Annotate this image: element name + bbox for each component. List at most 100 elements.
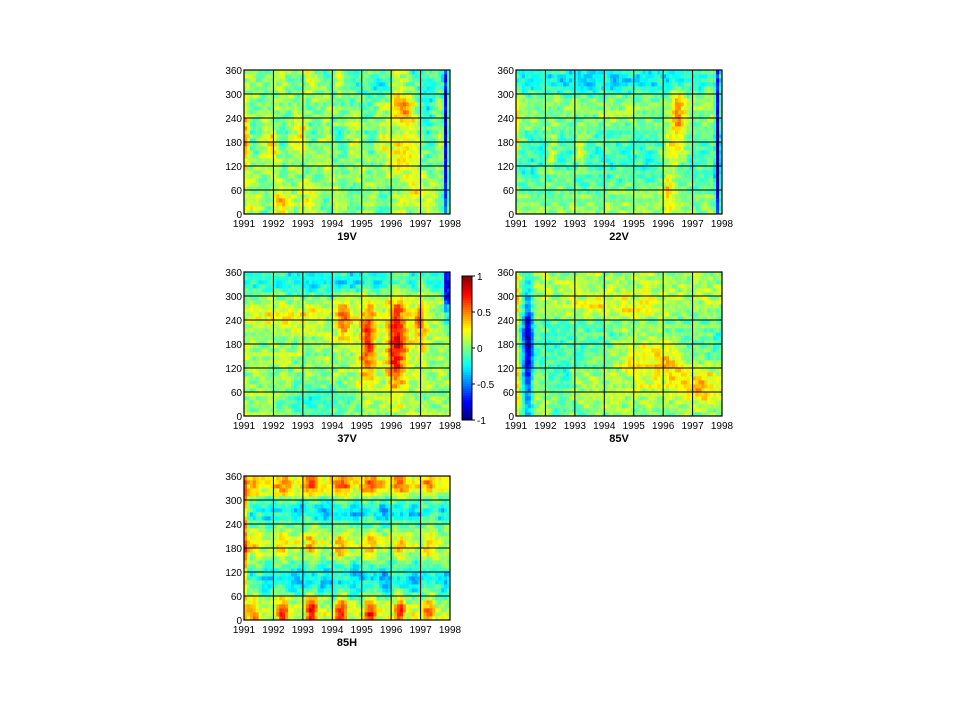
heatmap-cell [636, 170, 640, 175]
heatmap-cell [607, 146, 611, 151]
heatmap-cell [633, 166, 638, 171]
heatmap-cell [674, 210, 679, 215]
heatmap-cell [255, 126, 260, 131]
heatmap-cell [680, 74, 685, 79]
heatmap-cell [557, 178, 561, 183]
heatmap-cell [648, 126, 652, 131]
heatmap-cell [619, 94, 623, 99]
heatmap-cell [314, 82, 318, 87]
heatmap-cell [432, 102, 436, 107]
heatmap-cell [639, 174, 643, 179]
heatmap-cell [444, 102, 448, 107]
heatmap-cell [338, 202, 342, 207]
heatmap-cell [610, 162, 614, 167]
y-tick-label: 180 [225, 138, 242, 149]
heatmap-cell [545, 158, 549, 163]
heatmap-cell [391, 166, 395, 171]
heatmap-cell [373, 210, 377, 215]
heatmap-cell [524, 90, 529, 95]
heatmap-cell [379, 202, 383, 207]
heatmap-cell [524, 98, 529, 103]
heatmap-cell [686, 158, 691, 163]
heatmap-cell [441, 158, 445, 163]
heatmap-cell [323, 142, 327, 147]
heatmap-cell [598, 162, 602, 167]
heatmap-cell [639, 146, 643, 151]
heatmap-cell [566, 118, 570, 123]
heatmap-cell [261, 190, 265, 195]
heatmap-cell [270, 206, 274, 211]
heatmap-cell [589, 194, 593, 199]
heatmap-cell [619, 158, 623, 163]
heatmap-cell [533, 178, 537, 183]
heatmap-cell [518, 118, 523, 123]
heatmap-cell [420, 138, 424, 143]
heatmap-cell [379, 158, 383, 163]
heatmap-cell [379, 74, 383, 79]
heatmap-cell [282, 186, 286, 191]
heatmap-cell [314, 70, 318, 75]
heatmap-cell [639, 90, 643, 95]
heatmap-cell [689, 166, 693, 171]
heatmap-cell [660, 94, 664, 99]
heatmap-cell [521, 130, 526, 135]
heatmap-cell [654, 150, 658, 155]
heatmap-cell [624, 150, 629, 155]
heatmap-cell [651, 170, 655, 175]
heatmap-cell [616, 154, 620, 159]
heatmap-cell [536, 130, 540, 135]
heatmap-cell [663, 154, 667, 159]
heatmap-cell [554, 126, 558, 131]
heatmap-cell [533, 126, 537, 131]
heatmap-cell [376, 122, 380, 127]
heatmap-cell [373, 174, 377, 179]
heatmap-cell [710, 94, 714, 99]
heatmap-cell [341, 190, 345, 195]
heatmap-cell [435, 178, 439, 183]
heatmap-cell [692, 90, 696, 95]
heatmap-cell [598, 194, 602, 199]
heatmap-cell [323, 94, 327, 99]
heatmap-cell [683, 150, 688, 155]
heatmap-cell [326, 154, 330, 159]
heatmap-cell [373, 162, 377, 167]
heatmap-cell [246, 154, 251, 159]
heatmap-cell [429, 74, 433, 79]
heatmap-cell [551, 122, 555, 127]
heatmap-cell [586, 94, 590, 99]
heatmap-cell [320, 142, 324, 147]
heatmap-cell [677, 150, 682, 155]
heatmap-cell [255, 210, 260, 215]
heatmap-cell [601, 190, 605, 195]
heatmap-cell [296, 170, 301, 175]
heatmap-cell [701, 142, 705, 147]
heatmap-cell [521, 162, 526, 167]
heatmap-cell [314, 102, 318, 107]
heatmap-cell [249, 178, 254, 183]
heatmap-cell [548, 162, 552, 167]
heatmap-cell [645, 118, 649, 123]
heatmap-cell [568, 118, 573, 123]
heatmap-cell [347, 118, 351, 123]
heatmap-cell [291, 98, 295, 103]
heatmap-cell [347, 94, 351, 99]
heatmap-cell [382, 198, 386, 203]
heatmap-cell [246, 146, 251, 151]
heatmap-cell [580, 194, 585, 199]
heatmap-cell [361, 186, 366, 191]
heatmap-cell [604, 130, 608, 135]
heatmap-cell [317, 126, 321, 131]
heatmap-cell [299, 166, 304, 171]
heatmap-cell [264, 82, 268, 87]
heatmap-cell [601, 90, 605, 95]
heatmap-cell [335, 146, 339, 151]
heatmap-cell [604, 138, 608, 143]
heatmap-cell [704, 154, 708, 159]
heatmap-cell [621, 162, 626, 167]
heatmap-cell [713, 198, 717, 203]
heatmap-cell [399, 90, 404, 95]
heatmap-cell [521, 98, 526, 103]
heatmap-cell [276, 170, 280, 175]
heatmap-cell [551, 82, 555, 87]
heatmap-cell [516, 178, 520, 183]
